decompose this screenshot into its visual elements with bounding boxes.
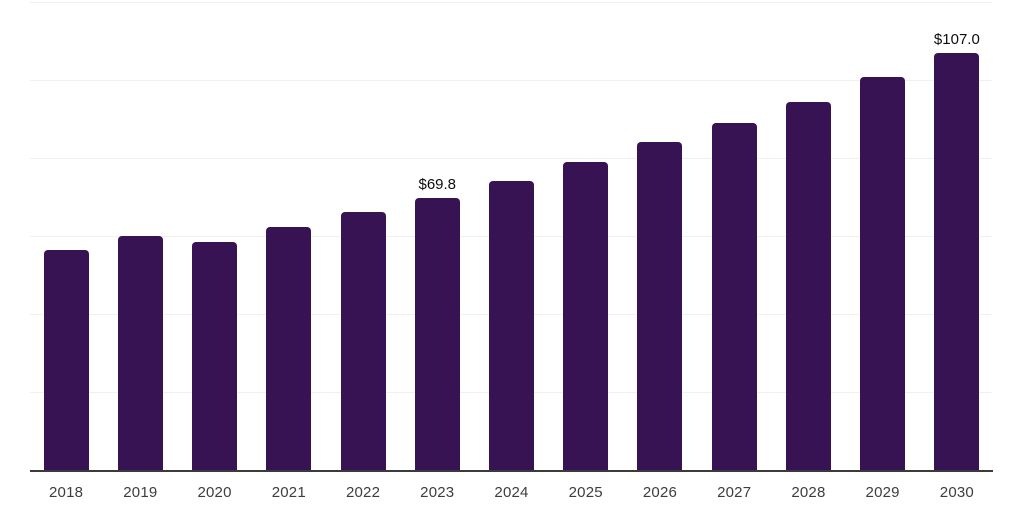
bar-2018 xyxy=(43,250,89,470)
data-label-2023: $69.8 xyxy=(418,175,457,193)
x-tick-label-2026: 2026 xyxy=(642,484,678,501)
bar-2024 xyxy=(489,181,534,470)
x-tick-label-2025: 2025 xyxy=(568,484,603,501)
bar-2030 xyxy=(934,52,980,470)
x-tick-label-2022: 2022 xyxy=(345,484,381,501)
x-tick-label-2018: 2018 xyxy=(49,484,84,501)
bar-2020 xyxy=(192,242,238,470)
bar-2029 xyxy=(860,77,906,470)
x-tick-label-2024: 2024 xyxy=(494,484,529,501)
bar-2022 xyxy=(340,212,386,470)
gridline-120 xyxy=(30,2,992,3)
bar-2019 xyxy=(117,236,163,470)
bar-2028 xyxy=(785,101,831,470)
x-tick-label-2020: 2020 xyxy=(197,484,232,501)
x-tick-label-2023: 2023 xyxy=(420,484,455,501)
x-tick-label-2027: 2027 xyxy=(717,484,752,501)
x-tick-label-2028: 2028 xyxy=(791,484,826,501)
x-axis-line xyxy=(30,470,993,472)
x-tick-label-2029: 2029 xyxy=(865,484,900,501)
x-tick-label-2030: 2030 xyxy=(939,484,974,501)
data-label-2030: $107.0 xyxy=(933,30,980,48)
gridline-100 xyxy=(30,80,992,81)
bar-2021 xyxy=(266,227,312,470)
x-tick-label-2019: 2019 xyxy=(123,484,158,501)
bar-2027 xyxy=(711,123,757,470)
gridline-80 xyxy=(30,158,992,159)
bar-2026 xyxy=(637,142,683,470)
x-tick-label-2021: 2021 xyxy=(271,484,306,501)
bar-2023 xyxy=(414,197,460,470)
bar-2025 xyxy=(563,161,609,470)
